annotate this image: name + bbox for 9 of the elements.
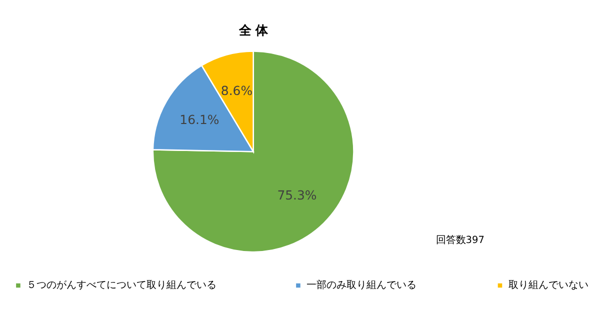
text: 回答数397 bbox=[436, 234, 484, 246]
data-label: 8.6% bbox=[220, 83, 253, 98]
legend-label: 取り組んでいない bbox=[508, 280, 588, 292]
legend-label: 一部のみ取り組んでいる bbox=[306, 279, 417, 292]
pie-slice bbox=[152, 50, 354, 253]
data-label: 75.3% bbox=[277, 188, 317, 203]
data-label: 16.1% bbox=[180, 112, 220, 127]
legend-label: ５つのがんすべてについて取り組んでいる bbox=[26, 280, 217, 292]
chart-title: 全 体 bbox=[238, 22, 268, 38]
